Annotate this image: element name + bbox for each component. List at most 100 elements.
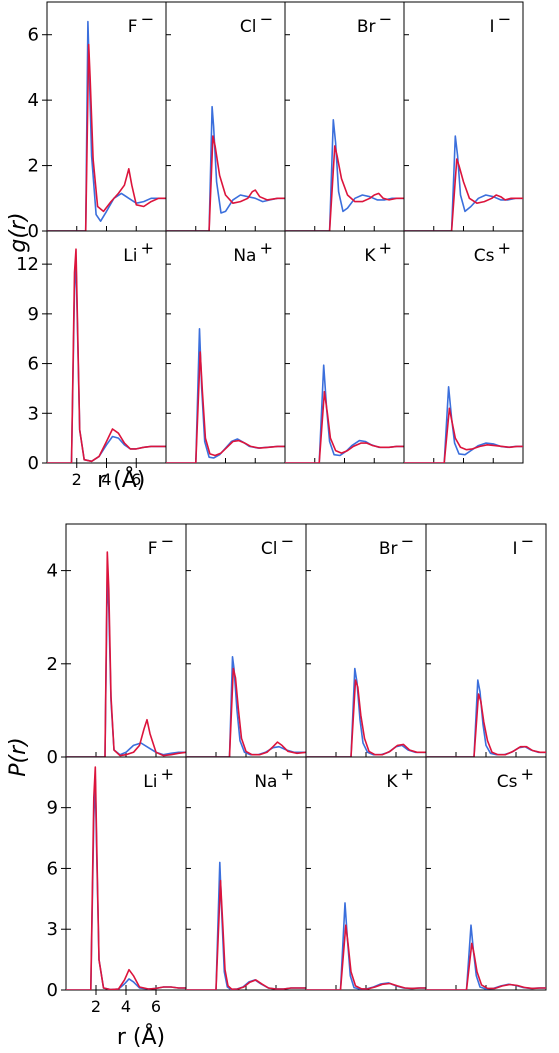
panel-0-0-0: 0 2 4 6 F − (28, 1, 167, 242)
x-tick-label: 2 (91, 997, 101, 1016)
panel-frame (165, 1, 286, 232)
panel-label-charge: + (280, 764, 294, 783)
panel-0-1-0: 0 3 6 9 12 2 4 6 Li + (16, 230, 167, 489)
panel-label-element: Li (143, 772, 157, 792)
panel-label-charge: + (400, 764, 414, 783)
panel-label-charge: − (400, 531, 414, 550)
series-blue-line (285, 364, 404, 463)
series-red-line (66, 551, 186, 757)
x-tick-label: 2 (72, 470, 82, 489)
panel-label: I − (489, 9, 511, 37)
series-red-line (285, 390, 404, 463)
series-red-line (47, 43, 166, 231)
panel-label-element: Cs (474, 246, 495, 266)
panel-label: F − (128, 9, 154, 37)
series-red-line (306, 679, 426, 757)
y-tick-label: 2 (28, 156, 39, 177)
panel-label-element: I (489, 17, 494, 37)
series-red-line (285, 145, 404, 231)
panel-1-1-0: 0 3 6 9 2 4 6 Li + (47, 756, 187, 1016)
panel-label-charge: + (140, 238, 154, 257)
series-red-line (426, 693, 546, 757)
panel-label-element: K (386, 772, 398, 792)
y-tick-label: 0 (47, 747, 58, 768)
panel-label: Br − (379, 531, 414, 559)
panel-label-element: Br (379, 539, 398, 559)
panel-frame (403, 1, 524, 232)
panel-label-element: F (148, 539, 158, 559)
panel-frame (46, 1, 167, 232)
y-tick-label: 9 (28, 304, 39, 325)
panel-1-1-2: K + (305, 756, 427, 991)
x-tick-label: 6 (131, 470, 141, 489)
x-tick-label: 6 (151, 997, 161, 1016)
panel-0-0-1: Cl − (165, 1, 286, 232)
series-blue-line (47, 259, 166, 463)
series-red-line (404, 407, 523, 463)
panel-label: Cs + (474, 238, 511, 266)
panel-frame (305, 756, 427, 991)
panel-1-0-2: Br − (305, 523, 427, 758)
panel-label: Li + (123, 238, 154, 266)
panel-1-0-1: Cl − (185, 523, 307, 758)
panel-label-charge: + (378, 238, 392, 257)
series-blue-line (166, 327, 285, 463)
y-tick-label: 12 (16, 254, 39, 275)
series-blue-line (166, 105, 285, 231)
y-axis-label: g(r) (6, 212, 31, 252)
panel-label-charge: − (378, 9, 392, 28)
series-blue-line (186, 861, 306, 990)
y-tick-label: 0 (28, 221, 39, 242)
panel-frame (284, 230, 405, 464)
series-blue-line (47, 20, 166, 231)
panel-frame (165, 230, 286, 464)
y-tick-label: 3 (47, 919, 58, 940)
panel-label-charge: + (160, 764, 174, 783)
series-red-line (66, 766, 186, 990)
panel-frame (403, 230, 524, 464)
panel-1-1-3: Cs + (425, 756, 547, 991)
panel-frame (185, 523, 307, 758)
series-red-line (186, 879, 306, 990)
panel-0-1-1: Na + (165, 230, 286, 464)
panel-frame (425, 523, 547, 758)
y-tick-label: 9 (47, 798, 58, 819)
panel-label: Cs + (497, 764, 534, 792)
y-tick-label: 3 (28, 403, 39, 424)
panel-label-element: Cs (497, 772, 518, 792)
panel-label: Br − (357, 9, 392, 37)
x-tick-label: 4 (121, 997, 131, 1016)
series-blue-line (426, 924, 546, 990)
panel-label-element: Cl (261, 539, 278, 559)
series-blue-line (404, 385, 523, 463)
panel-0-1-3: Cs + (403, 230, 524, 464)
panel-label: Na + (233, 238, 273, 266)
panel-frame (65, 756, 187, 991)
y-tick-label: 0 (28, 453, 39, 474)
panel-label-element: I (512, 539, 517, 559)
panel-label-charge: + (497, 238, 511, 257)
panel-label-charge: − (140, 9, 154, 28)
panel-label-element: Br (357, 17, 376, 37)
series-blue-line (306, 902, 426, 990)
panel-0-0-2: Br − (284, 1, 405, 232)
y-tick-label: 6 (47, 858, 58, 879)
series-blue-line (186, 655, 306, 757)
panel-frame (185, 756, 307, 991)
series-red-line (166, 351, 285, 463)
y-axis-label: P(r) (6, 737, 31, 776)
x-axis-label: r (Å) (117, 1023, 165, 1050)
panel-label-element: Cl (240, 17, 257, 37)
panel-1-1-1: Na + (185, 756, 307, 991)
panel-label-element: Na (233, 246, 256, 266)
panel-label-charge: − (497, 9, 511, 28)
panel-frame (46, 230, 167, 464)
series-blue-line (285, 119, 404, 231)
series-red-line (306, 924, 426, 990)
series-blue-line (426, 679, 546, 757)
panel-frame (65, 523, 187, 758)
y-tick-label: 2 (47, 654, 58, 675)
panel-frame (305, 523, 427, 758)
panel-0-1-2: K + (284, 230, 405, 464)
